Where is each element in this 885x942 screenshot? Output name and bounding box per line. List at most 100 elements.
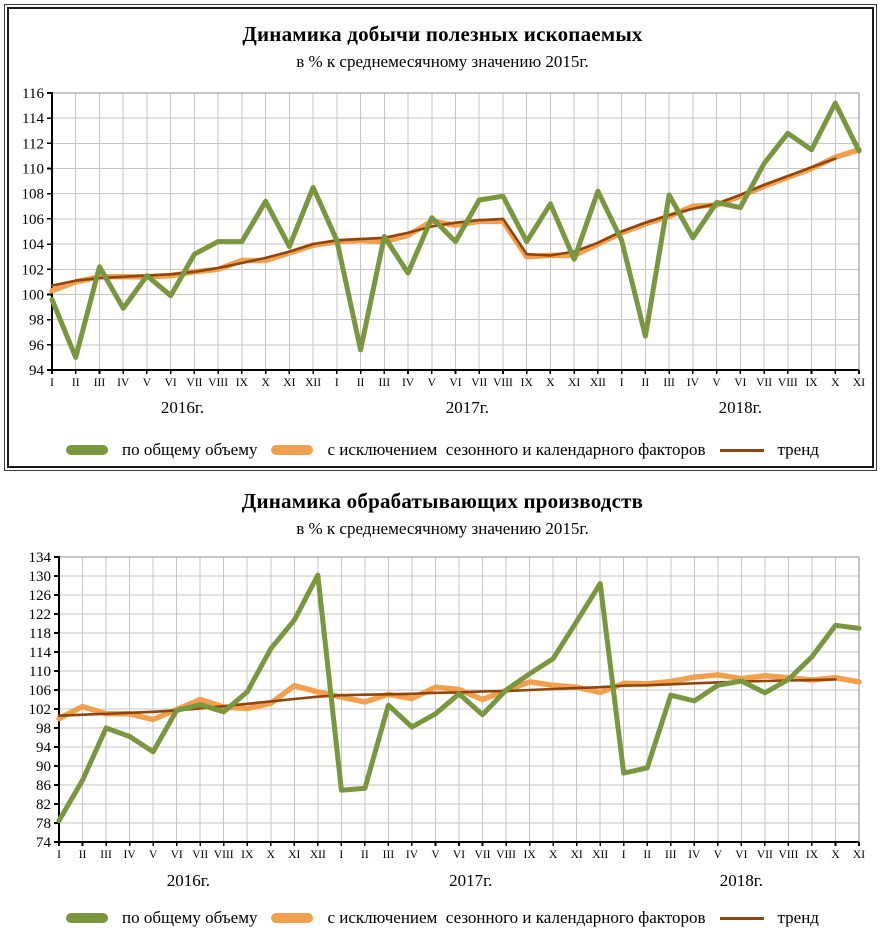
svg-text:IX: IX [805, 377, 818, 389]
svg-text:VIII: VIII [214, 849, 234, 861]
svg-text:IX: IX [236, 377, 249, 389]
svg-text:VII: VII [756, 377, 772, 389]
svg-text:V: V [712, 377, 721, 389]
svg-text:VI: VI [165, 377, 177, 389]
svg-text:78: 78 [36, 816, 51, 832]
svg-text:X: X [267, 849, 276, 861]
svg-text:VII: VII [186, 377, 202, 389]
svg-text:III: III [94, 377, 106, 389]
svg-text:III: III [665, 849, 677, 861]
svg-text:X: X [549, 849, 558, 861]
legend-trend-label: тренд [777, 908, 819, 927]
svg-text:112: 112 [22, 136, 44, 152]
svg-text:II: II [79, 849, 87, 861]
svg-text:IV: IV [406, 849, 419, 861]
svg-text:I: I [620, 377, 624, 389]
svg-text:IV: IV [688, 849, 701, 861]
chart2-title: Динамика обрабатывающих производств [241, 489, 644, 513]
legend-trend-swatch [719, 449, 764, 452]
chart2-subtitle: в % к среднемесячному значению 2015г. [296, 519, 589, 538]
svg-text:110: 110 [22, 162, 44, 178]
legend-total-volume-swatch [66, 445, 109, 455]
svg-text:104: 104 [22, 237, 45, 253]
svg-text:VIII: VIII [778, 377, 798, 389]
svg-text:74: 74 [36, 835, 52, 851]
svg-text:VIII: VIII [496, 849, 516, 861]
svg-text:I: I [622, 849, 626, 861]
svg-text:I: I [339, 849, 343, 861]
svg-text:XII: XII [590, 377, 606, 389]
chart1-frame-inner-border [7, 7, 874, 468]
svg-text:VII: VII [475, 849, 491, 861]
svg-text:96: 96 [29, 338, 45, 354]
svg-text:IX: IX [806, 849, 819, 861]
svg-text:122: 122 [29, 607, 52, 623]
svg-text:X: X [831, 377, 840, 389]
svg-text:2016г.: 2016г. [167, 871, 210, 890]
svg-text:94: 94 [36, 740, 52, 756]
chart2-legend: по общему объему с исключением сезонного… [12, 908, 873, 928]
svg-text:X: X [261, 377, 270, 389]
svg-text:I: I [50, 377, 54, 389]
svg-text:II: II [72, 377, 80, 389]
svg-text:XI: XI [853, 849, 865, 861]
svg-text:116: 116 [22, 86, 44, 102]
svg-text:110: 110 [29, 664, 51, 680]
chart1-subtitle: в % к среднемесячному значению 2015г. [296, 52, 589, 71]
svg-text:VII: VII [471, 377, 487, 389]
svg-text:XII: XII [305, 377, 321, 389]
legend-seasonally-adjusted-label: с исключением сезонного и календарного ф… [327, 908, 706, 927]
svg-text:II: II [357, 377, 365, 389]
svg-text:V: V [428, 377, 437, 389]
svg-text:VI: VI [735, 849, 747, 861]
svg-text:114: 114 [29, 645, 51, 661]
svg-text:90: 90 [36, 759, 51, 775]
svg-text:VI: VI [734, 377, 746, 389]
chart1-frame [4, 4, 877, 471]
svg-text:130: 130 [29, 569, 52, 585]
svg-text:II: II [642, 377, 650, 389]
svg-text:XI: XI [853, 377, 865, 389]
svg-text:V: V [431, 849, 440, 861]
svg-text:III: III [379, 377, 391, 389]
svg-text:X: X [831, 849, 840, 861]
svg-text:VII: VII [757, 849, 773, 861]
svg-text:IV: IV [124, 849, 137, 861]
svg-text:III: III [100, 849, 112, 861]
svg-text:IX: IX [241, 849, 254, 861]
svg-text:III: III [383, 849, 395, 861]
legend-seasonally-adjusted-swatch [271, 445, 314, 455]
svg-text:VI: VI [449, 377, 461, 389]
svg-text:I: I [57, 849, 61, 861]
svg-text:108: 108 [22, 187, 45, 203]
svg-text:106: 106 [22, 212, 45, 228]
chart2-plot-area: 74 78 82 86 90 94 98 102 106 110 114 118 122 126 130 13… [29, 550, 866, 890]
svg-text:2017г.: 2017г. [446, 398, 489, 417]
svg-text:V: V [143, 377, 152, 389]
legend-total-volume-swatch [66, 913, 109, 923]
svg-text:102: 102 [22, 262, 45, 278]
svg-text:IV: IV [117, 377, 130, 389]
chart1-legend: по общему объему с исключением сезонного… [12, 440, 873, 460]
svg-text:2017г.: 2017г. [449, 871, 492, 890]
svg-text:II: II [643, 849, 651, 861]
svg-text:XII: XII [592, 849, 608, 861]
legend-total-volume-label: по общему объему [122, 440, 258, 459]
svg-text:IV: IV [402, 377, 415, 389]
svg-text:82: 82 [36, 797, 51, 813]
svg-text:100: 100 [22, 287, 45, 303]
svg-text:118: 118 [29, 626, 51, 642]
svg-text:2018г.: 2018г. [720, 871, 763, 890]
legend-seasonally-adjusted-label: с исключением сезонного и календарного ф… [327, 440, 706, 459]
chart1-title: Динамика добычи полезных ископаемых [242, 22, 643, 46]
svg-text:XII: XII [310, 849, 326, 861]
svg-text:XI: XI [571, 849, 583, 861]
svg-text:V: V [149, 849, 158, 861]
svg-text:IX: IX [521, 377, 534, 389]
svg-text:98: 98 [36, 721, 51, 737]
legend-seasonally-adjusted-swatch [271, 913, 314, 923]
legend-trend-label: тренд [777, 440, 819, 459]
svg-text:98: 98 [29, 313, 44, 329]
